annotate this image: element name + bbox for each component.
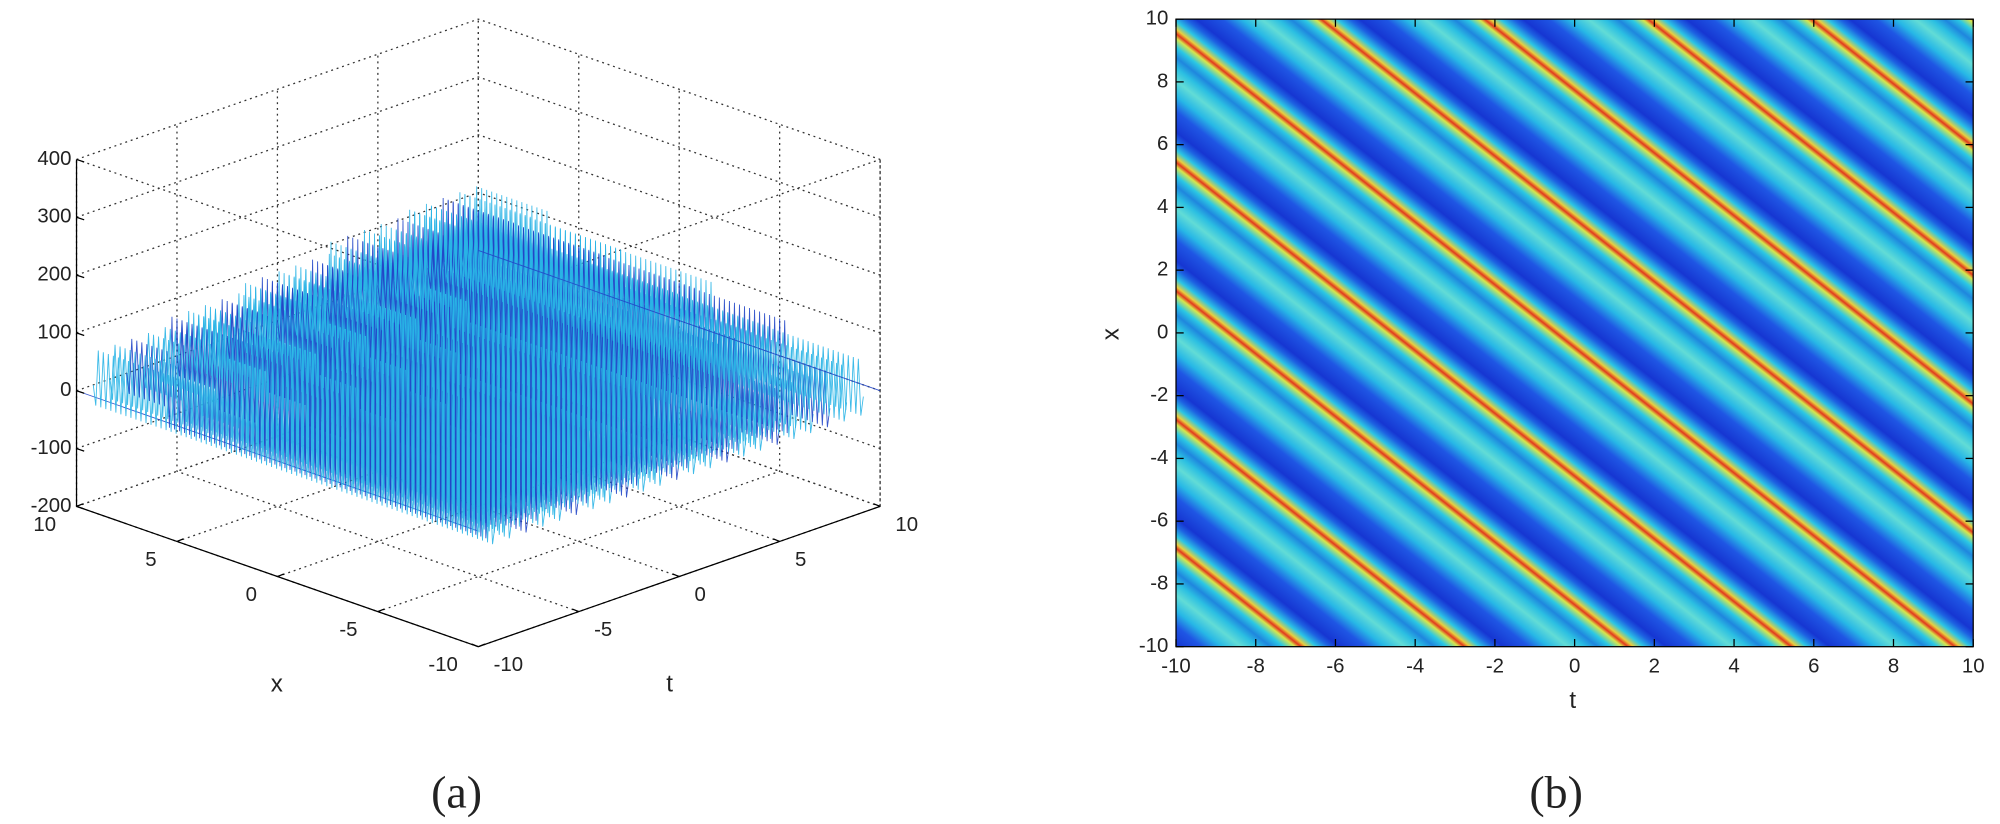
tick — [76, 274, 85, 279]
density-field — [1176, 19, 1974, 647]
x-axis-label: t — [1569, 687, 1576, 714]
z-tick-label: 100 — [37, 321, 71, 343]
box-edge — [76, 158, 479, 301]
x-tick-label: -8 — [1247, 655, 1265, 677]
y-tick-label: -5 — [594, 619, 612, 641]
caption: (b) — [1529, 767, 1583, 818]
y-tick-label: 4 — [1157, 196, 1168, 218]
tick — [277, 573, 285, 578]
y-axis-label: t — [666, 670, 673, 697]
x-tick-label: -2 — [1486, 655, 1504, 677]
grid-line — [176, 124, 579, 613]
y-tick-label: 5 — [795, 549, 806, 571]
x-tick-label: 6 — [1808, 655, 1819, 677]
x-axis-label: x — [271, 670, 283, 697]
x-tick-label: -4 — [1406, 655, 1424, 677]
tick — [873, 503, 881, 507]
x-tick-label: 2 — [1649, 655, 1660, 677]
surface-line — [444, 227, 848, 422]
y-axis-label: x — [1098, 328, 1125, 340]
tick — [478, 643, 485, 648]
tick — [76, 216, 85, 221]
tick — [76, 158, 85, 163]
tick — [76, 390, 85, 394]
x-tick-label: -10 — [428, 654, 457, 676]
z-tick-label: -200 — [31, 495, 72, 517]
z-tick-label: 0 — [60, 379, 71, 401]
y-tick-label: -10 — [1139, 635, 1168, 657]
grid-line — [76, 18, 881, 161]
y-tick-label: 2 — [1157, 259, 1168, 281]
y-tick-label: -10 — [494, 654, 523, 676]
y-tick-label: 0 — [1157, 321, 1168, 343]
z-tick-label: 300 — [37, 206, 71, 228]
tick — [377, 608, 385, 613]
z-tick-label: -100 — [31, 437, 72, 459]
y-tick-label: -8 — [1150, 572, 1168, 594]
y-tick-label: 10 — [1146, 8, 1169, 30]
grid-line — [377, 124, 781, 613]
grid-line — [76, 191, 881, 334]
y-tick-label: 10 — [895, 514, 918, 536]
surface-line — [478, 250, 881, 392]
y-tick-label: 0 — [695, 584, 706, 606]
y-tick-label: -4 — [1150, 447, 1168, 469]
surface-line — [461, 221, 864, 416]
x-tick-label: -6 — [1326, 655, 1344, 677]
tick — [773, 538, 780, 543]
x-tick-label: 5 — [145, 549, 156, 571]
caption: (a) — [431, 767, 482, 818]
tick — [76, 503, 84, 507]
grid-line — [76, 76, 881, 218]
x-tick-label: 10 — [33, 514, 56, 536]
x-tick-label: -10 — [1161, 655, 1190, 677]
y-axis — [478, 505, 881, 648]
x-tick-label: 8 — [1888, 655, 1899, 677]
y-tick-label: -2 — [1150, 384, 1168, 406]
z-tick-label: 400 — [37, 148, 71, 170]
box-edge — [478, 158, 881, 301]
tick — [76, 332, 85, 337]
surface-line — [427, 211, 831, 434]
z-tick-label: 200 — [37, 263, 71, 285]
x-tick-label: 0 — [1569, 655, 1580, 677]
tick — [471, 643, 479, 648]
tick — [572, 608, 579, 613]
surface — [76, 186, 881, 545]
figure-body: (a) (b) x t t x -200-1000100200300400-10… — [31, 8, 1985, 818]
x-tick-label: 4 — [1728, 655, 1739, 677]
surface-line — [76, 390, 479, 532]
x-tick-label: 10 — [1962, 655, 1985, 677]
x-axis — [76, 505, 479, 648]
x-tick-label: -5 — [339, 619, 357, 641]
tick — [76, 505, 85, 510]
y-tick-label: 6 — [1157, 133, 1168, 155]
tick — [176, 538, 184, 543]
tick — [76, 447, 85, 452]
y-tick-label: -6 — [1150, 510, 1168, 532]
y-tick-label: 8 — [1157, 70, 1168, 92]
grid-line — [76, 134, 881, 276]
tick — [672, 573, 680, 578]
x-tick-label: 0 — [246, 584, 257, 606]
